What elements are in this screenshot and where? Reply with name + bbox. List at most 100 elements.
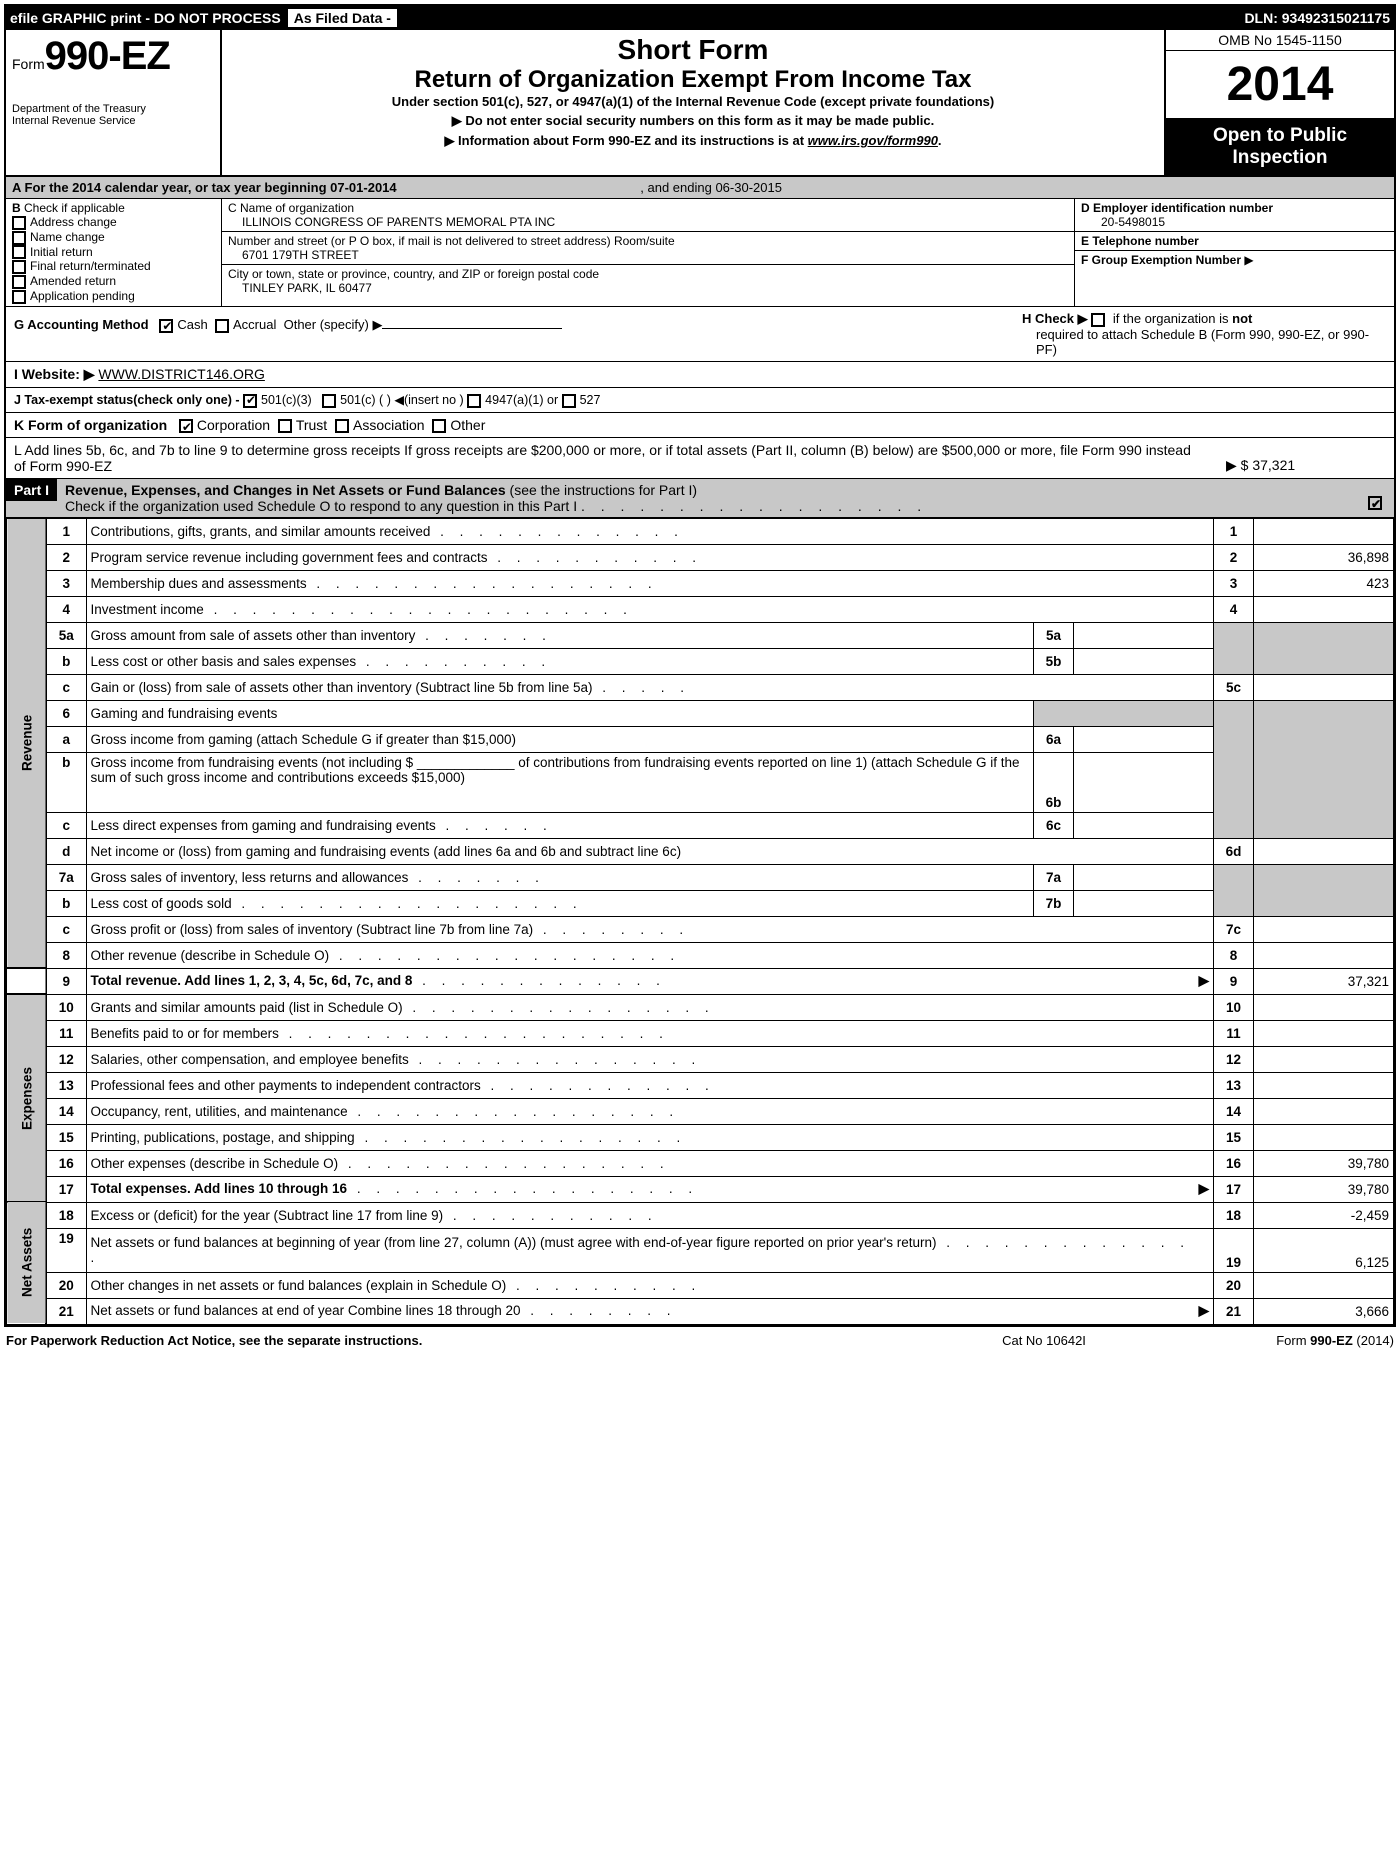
d6c: Less direct expenses from gaming and fun… — [91, 818, 436, 833]
ln13: 13 — [1214, 1072, 1254, 1098]
n16: 16 — [46, 1150, 86, 1176]
checkbox-other-org[interactable] — [432, 419, 446, 433]
checkbox-name[interactable] — [12, 231, 26, 245]
v12 — [1254, 1046, 1394, 1072]
checkbox-h[interactable] — [1091, 313, 1105, 327]
dots3: . . . . . . . . . . . . . . . . . . — [307, 576, 658, 591]
grey6v — [1254, 700, 1394, 838]
d-label: D Employer identification number — [1081, 201, 1273, 215]
n5a: 5a — [46, 622, 86, 648]
s6b: 6b — [1034, 752, 1074, 812]
form-no: 990-EZ — [45, 34, 170, 78]
v14 — [1254, 1098, 1394, 1124]
b-item-4: Amended return — [12, 274, 215, 289]
dots6c: . . . . . . — [436, 818, 553, 833]
f-group-box: F Group Exemption Number ▶ — [1075, 251, 1394, 269]
h-not: not — [1232, 311, 1252, 326]
checkbox-501c[interactable] — [322, 394, 336, 408]
short-form-title: Short Form — [232, 34, 1154, 66]
c-addr-box: Number and street (or P O box, if mail i… — [222, 232, 1074, 265]
b2: Initial return — [30, 245, 93, 259]
ln7c: 7c — [1214, 916, 1254, 942]
dots16: . . . . . . . . . . . . . . . . . — [338, 1156, 670, 1171]
header-mid: Short Form Return of Organization Exempt… — [222, 30, 1164, 175]
dots15: . . . . . . . . . . . . . . . . . — [355, 1130, 687, 1145]
checkbox-trust[interactable] — [278, 419, 292, 433]
d8: Other revenue (describe in Schedule O) — [91, 948, 330, 963]
col-b: B Check if applicable Address change Nam… — [6, 199, 222, 306]
checkbox-address[interactable] — [12, 216, 26, 230]
ln20: 20 — [1214, 1272, 1254, 1298]
side-expenses: Expenses — [7, 994, 47, 1202]
irs-link[interactable]: www.irs.gov/form990 — [808, 133, 938, 148]
n5b: b — [46, 648, 86, 674]
checkbox-initial[interactable] — [12, 245, 26, 259]
dots10: . . . . . . . . . . . . . . . . — [403, 1000, 715, 1015]
checkbox-cash[interactable] — [159, 319, 173, 333]
v17: 39,780 — [1254, 1176, 1394, 1202]
lines-table: Revenue 1 Contributions, gifts, grants, … — [6, 518, 1394, 1325]
ln15: 15 — [1214, 1124, 1254, 1150]
b-item-2: Initial return — [12, 245, 215, 260]
v11 — [1254, 1020, 1394, 1046]
n12: 12 — [46, 1046, 86, 1072]
c-name-box: C Name of organization ILLINOIS CONGRESS… — [222, 199, 1074, 232]
d14: Occupancy, rent, utilities, and maintena… — [91, 1104, 348, 1119]
dots: . . . . . . . . . . . . . . . . . . — [581, 498, 927, 514]
ln16: 16 — [1214, 1150, 1254, 1176]
website-value[interactable]: WWW.DISTRICT146.ORG — [98, 366, 264, 382]
checkbox-accrual[interactable] — [215, 319, 229, 333]
row-bcd: B Check if applicable Address change Nam… — [6, 199, 1394, 307]
checkbox-pending[interactable] — [12, 290, 26, 304]
v15 — [1254, 1124, 1394, 1150]
n7a: 7a — [46, 864, 86, 890]
c-city-label: City or town, state or province, country… — [228, 267, 1068, 281]
d2: Program service revenue including govern… — [91, 550, 488, 565]
row-a: A For the 2014 calendar year, or tax yea… — [6, 177, 1394, 199]
dots7c: . . . . . . . . — [533, 922, 689, 937]
checkbox-501c3[interactable] — [243, 394, 257, 408]
n2: 2 — [46, 544, 86, 570]
checkbox-sched-o[interactable] — [1368, 496, 1382, 510]
checkbox-527[interactable] — [562, 394, 576, 408]
ln21: 21 — [1214, 1298, 1254, 1324]
d17: Total expenses. Add lines 10 through 16 — [91, 1181, 348, 1196]
kc: Association — [353, 417, 425, 433]
e-phone-box: E Telephone number — [1075, 232, 1394, 251]
v8 — [1254, 942, 1394, 968]
d18: Excess or (deficit) for the year (Subtra… — [91, 1208, 444, 1223]
n3: 3 — [46, 570, 86, 596]
n20: 20 — [46, 1272, 86, 1298]
dots14: . . . . . . . . . . . . . . . . . — [348, 1104, 680, 1119]
c-city-box: City or town, state or province, country… — [222, 265, 1074, 297]
arr2c: . — [938, 133, 942, 148]
s6a: 6a — [1034, 726, 1074, 752]
checkbox-amended[interactable] — [12, 275, 26, 289]
arrow-note-2: ▶ Information about Form 990-EZ and its … — [232, 133, 1154, 149]
open2: Inspection — [1168, 147, 1392, 169]
dots21: . . . . . . . . — [521, 1303, 677, 1318]
d12: Salaries, other compensation, and employ… — [91, 1052, 409, 1067]
checkbox-4947[interactable] — [467, 394, 481, 408]
d6d: Net income or (loss) from gaming and fun… — [91, 844, 682, 859]
checkbox-final[interactable] — [12, 260, 26, 274]
checkbox-corp[interactable] — [179, 419, 193, 433]
ln1: 1 — [1214, 518, 1254, 544]
form-990ez: efile GRAPHIC print - DO NOT PROCESS As … — [4, 4, 1396, 1327]
ka: Corporation — [197, 417, 270, 433]
g-box: G Accounting Method Cash Accrual Other (… — [6, 307, 1014, 361]
ln18: 18 — [1214, 1202, 1254, 1228]
fr3: (2014) — [1353, 1333, 1394, 1348]
ln5c: 5c — [1214, 674, 1254, 700]
v4 — [1254, 596, 1394, 622]
part1-title-box: Revenue, Expenses, and Changes in Net As… — [57, 479, 1394, 517]
arr17: ▶ — [1199, 1181, 1209, 1197]
grey7 — [1214, 864, 1254, 916]
n7b: b — [46, 890, 86, 916]
grey6 — [1034, 700, 1214, 726]
n6: 6 — [46, 700, 86, 726]
ln19: 19 — [1214, 1228, 1254, 1272]
sv7b — [1074, 890, 1214, 916]
checkbox-assoc[interactable] — [335, 419, 349, 433]
jc: 4947(a)(1) or — [485, 393, 558, 407]
